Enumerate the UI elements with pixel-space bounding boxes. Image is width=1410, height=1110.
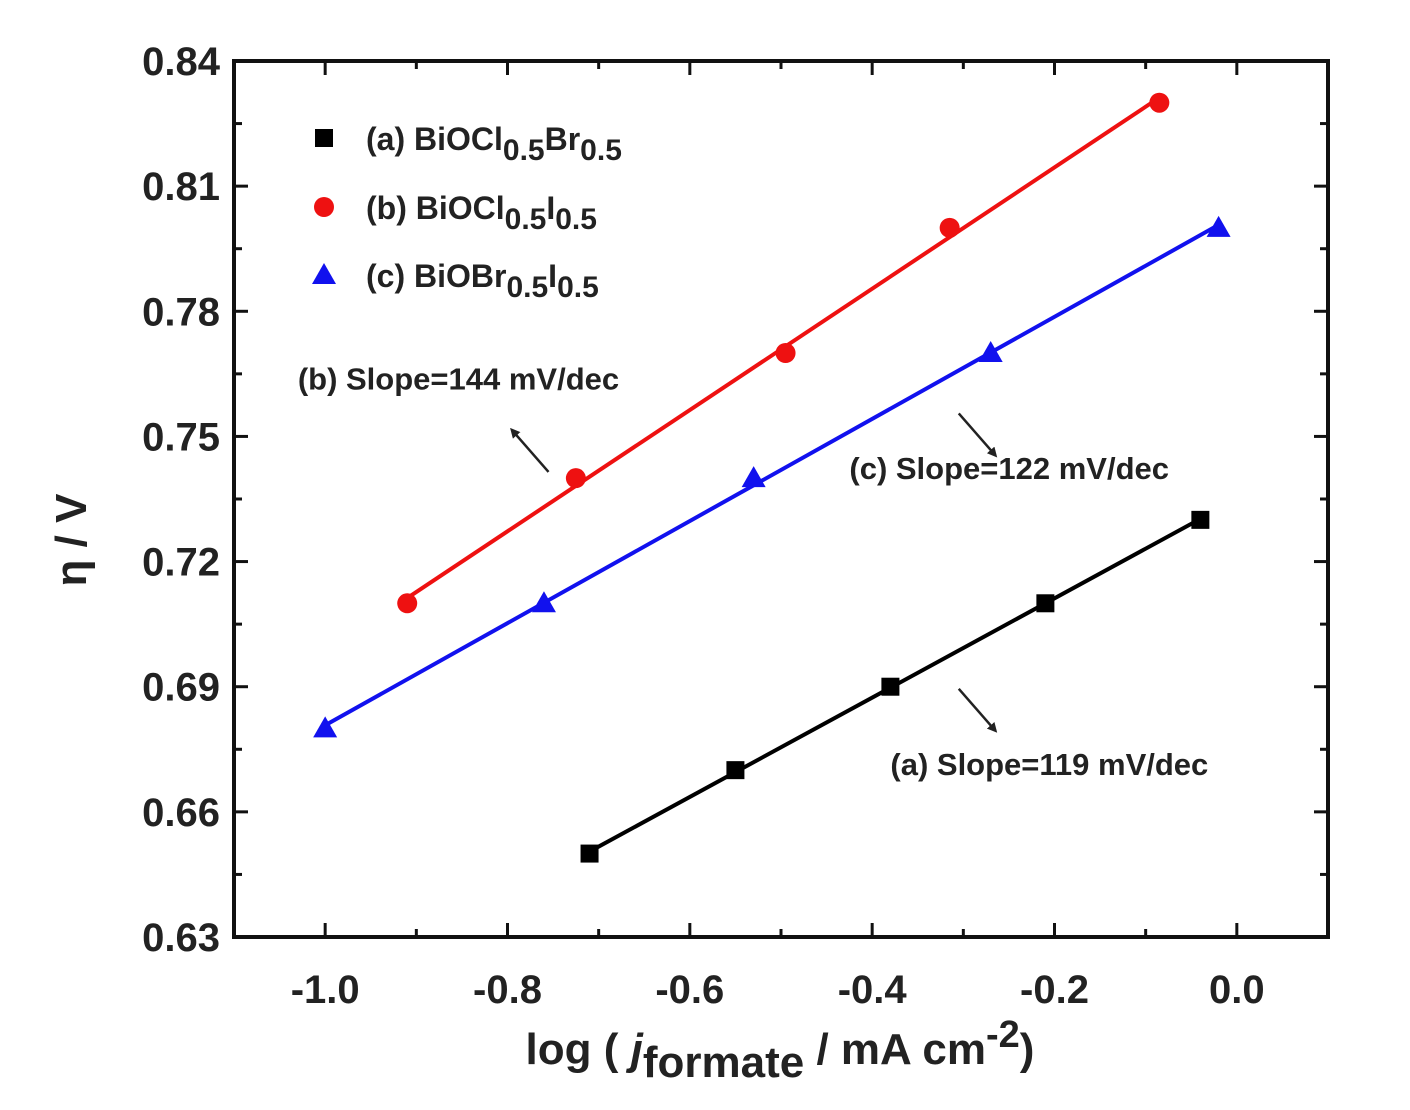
y-tick-label: 0.84 xyxy=(142,40,221,84)
data-markers xyxy=(313,92,1231,863)
legend-marker-triangle xyxy=(312,263,336,284)
y-tick-label: 0.81 xyxy=(142,165,220,209)
slope-label-b: (b) Slope=144 mV/dec xyxy=(298,362,619,397)
x-axis-title: log ( jformate / mA cm-2) xyxy=(526,1014,1035,1087)
legend-marker-circle xyxy=(314,197,334,217)
slope-label-a: (a) Slope=119 mV/dec xyxy=(890,747,1208,782)
arrow-c xyxy=(957,412,998,458)
legend: (a) BiOCl0.5Br0.5 (b) BiOCl0.5I0.5 (c) BiO… xyxy=(312,121,622,304)
data-point-square xyxy=(580,844,599,863)
data-point-square xyxy=(726,761,745,780)
data-point-square xyxy=(881,677,900,696)
y-axis-title: η / V xyxy=(47,493,96,587)
data-point-circle xyxy=(565,468,586,489)
y-tick-label: 0.75 xyxy=(142,415,220,459)
y-tick-label: 0.72 xyxy=(142,541,220,585)
data-point-circle xyxy=(397,593,418,614)
data-point-triangle xyxy=(1206,215,1231,237)
legend-marker-square xyxy=(315,129,333,147)
x-tick-label: 0.0 xyxy=(1209,968,1265,1012)
slope-label-c: (c) Slope=122 mV/dec xyxy=(849,451,1169,486)
x-tick-label: -0.4 xyxy=(838,968,908,1012)
x-tick-label: -1.0 xyxy=(291,968,360,1012)
x-tick-label: -0.6 xyxy=(655,968,724,1012)
y-tick-label: 0.78 xyxy=(142,290,220,334)
data-point-square xyxy=(1191,510,1210,529)
data-point-square xyxy=(1036,594,1055,613)
x-tick-label: -0.8 xyxy=(473,968,542,1012)
arrow-a xyxy=(957,687,998,733)
data-point-triangle xyxy=(741,466,766,488)
data-point-triangle xyxy=(978,341,1003,362)
data-point-circle xyxy=(1149,92,1170,113)
y-tick-label: 0.66 xyxy=(142,791,220,835)
legend-label: (b) BiOCl0.5I0.5 xyxy=(366,190,597,236)
x-tick-label: -0.2 xyxy=(1020,968,1089,1012)
fit-line-triangle xyxy=(324,223,1220,727)
data-point-circle xyxy=(939,217,960,238)
y-tick-label: 0.63 xyxy=(142,916,220,960)
data-point-triangle xyxy=(531,591,556,613)
legend-label: (a) BiOCl0.5Br0.5 xyxy=(366,121,622,167)
axis-ticks: -1.0 -0.8 -0.6 -0.4 -0.2 0.0 0.63 0.66 0.69 0.72 0… xyxy=(142,40,1330,1012)
slope-annotations: (b) Slope=144 mV/dec (c) Slope=122 mV/dec… xyxy=(298,362,1208,782)
y-tick-label: 0.69 xyxy=(142,666,220,710)
data-point-triangle xyxy=(313,716,338,738)
legend-label: (c) BiOBr0.5I0.5 xyxy=(366,258,599,304)
arrow-b xyxy=(510,427,550,473)
data-point-circle xyxy=(775,343,796,363)
